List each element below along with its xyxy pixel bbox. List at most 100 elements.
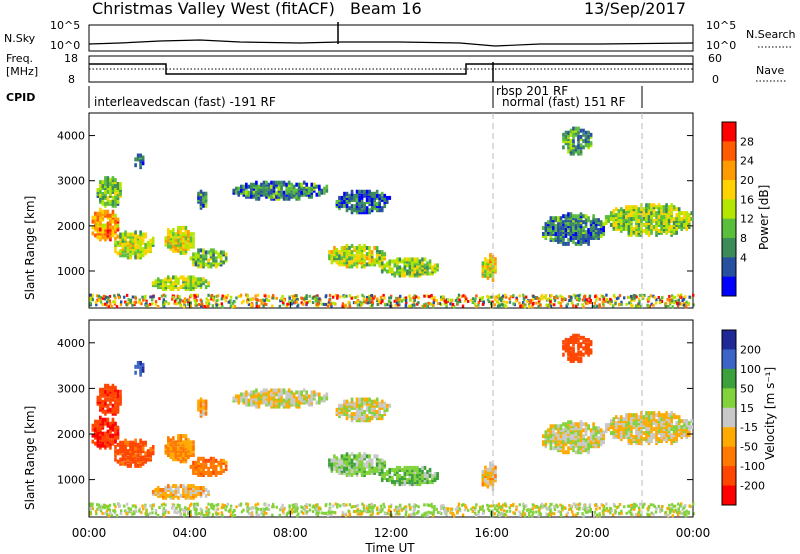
power-cell bbox=[177, 242, 180, 247]
power-cell bbox=[119, 238, 122, 243]
power-cell bbox=[184, 232, 188, 237]
power-cell bbox=[481, 265, 485, 270]
velocity-cell bbox=[129, 463, 132, 468]
velocity-cell bbox=[368, 416, 371, 421]
power-ground-cell bbox=[113, 300, 117, 304]
power-cell bbox=[431, 269, 434, 274]
velocity-cell bbox=[114, 399, 117, 404]
velocity-cell bbox=[262, 392, 266, 397]
velocity-data-marks bbox=[89, 333, 695, 518]
date-label: 13/Sep/2017 bbox=[584, 0, 686, 18]
velocity-cell bbox=[184, 452, 188, 457]
velocity-cell bbox=[151, 489, 155, 494]
beam-label: Beam 16 bbox=[350, 0, 422, 18]
power-ground-cell bbox=[413, 294, 416, 298]
power-ground-cell bbox=[360, 303, 364, 307]
power-cell bbox=[172, 238, 175, 243]
power-ground-cell bbox=[463, 299, 467, 303]
velocity-cell bbox=[368, 418, 371, 423]
power-ground-cell bbox=[389, 296, 393, 300]
velocity-cell bbox=[232, 398, 236, 403]
power-cell bbox=[380, 258, 384, 263]
velocity-cell bbox=[182, 448, 185, 453]
velocity-cell bbox=[375, 401, 379, 406]
velocity-cell bbox=[650, 437, 653, 442]
power-cell bbox=[360, 260, 364, 265]
velocity-cell bbox=[323, 394, 326, 399]
velocity-cell bbox=[292, 394, 296, 399]
power-ground-cell bbox=[441, 295, 445, 299]
power-cell bbox=[406, 257, 409, 262]
velocity-cell bbox=[177, 436, 180, 441]
power-cell bbox=[151, 236, 155, 241]
velocity-cell bbox=[109, 433, 112, 438]
power-cell bbox=[567, 137, 570, 142]
velocity-cell bbox=[275, 400, 278, 405]
velocity-cell bbox=[350, 412, 354, 417]
power-cell bbox=[378, 208, 382, 213]
velocity-cell bbox=[380, 460, 384, 465]
power-ground-cell bbox=[222, 296, 225, 300]
power-cell bbox=[657, 220, 661, 225]
power-cell bbox=[569, 212, 573, 217]
power-cell bbox=[345, 208, 349, 213]
velocity-cell bbox=[567, 344, 570, 349]
power-cell bbox=[124, 234, 127, 239]
power-ground-cell bbox=[320, 302, 324, 306]
power-cell bbox=[333, 254, 336, 259]
power-cell bbox=[433, 263, 437, 268]
power-cell bbox=[620, 207, 623, 212]
power-ground-cell bbox=[324, 303, 328, 307]
power-cell bbox=[426, 261, 429, 266]
power-cell bbox=[484, 273, 487, 278]
power-cell bbox=[345, 195, 349, 200]
velocity-ground-cell bbox=[316, 513, 320, 517]
velocity-ground-cell bbox=[648, 513, 651, 517]
velocity-cell bbox=[355, 405, 359, 410]
power-cell bbox=[116, 193, 120, 198]
power-cell bbox=[126, 249, 130, 254]
velocity-cell bbox=[174, 442, 178, 447]
velocity-cell bbox=[250, 400, 253, 405]
velocity-ground-cell bbox=[131, 504, 135, 508]
power-cell bbox=[436, 267, 439, 272]
power-cell bbox=[129, 236, 132, 241]
velocity-cell bbox=[177, 452, 180, 457]
power-cell bbox=[418, 265, 422, 270]
power-cell bbox=[360, 189, 364, 194]
power-cell bbox=[139, 253, 142, 258]
velocity-cell bbox=[207, 489, 210, 494]
power-data-marks bbox=[89, 126, 695, 309]
power-cell bbox=[360, 210, 364, 215]
power-cell bbox=[416, 271, 419, 276]
velocity-ground-cell bbox=[527, 511, 531, 515]
velocity-cell bbox=[368, 401, 371, 406]
power-cell bbox=[199, 258, 203, 263]
power-ground-cell bbox=[408, 304, 411, 308]
power-ground-cell bbox=[290, 300, 293, 304]
velocity-cell bbox=[111, 407, 115, 412]
power-cell bbox=[690, 211, 694, 216]
velocity-cell bbox=[677, 415, 681, 420]
velocity-cell bbox=[360, 462, 364, 467]
power-ground-cell bbox=[255, 304, 258, 308]
velocity-ground-cell bbox=[547, 507, 550, 511]
velocity-cell bbox=[172, 440, 175, 445]
velocity-ground-cell bbox=[604, 508, 607, 512]
power-ground-cell bbox=[295, 298, 298, 302]
power-cell bbox=[305, 182, 309, 187]
velocity-cell bbox=[388, 471, 392, 476]
power-cell bbox=[343, 195, 346, 200]
power-cell bbox=[124, 236, 127, 241]
velocity-cell bbox=[481, 469, 485, 474]
velocity-cell bbox=[307, 398, 311, 403]
power-cell bbox=[282, 194, 286, 199]
power-ground-cell bbox=[598, 303, 601, 307]
velocity-cell bbox=[383, 405, 387, 410]
power-cell bbox=[187, 232, 190, 237]
power-cell bbox=[491, 267, 495, 272]
power-cell bbox=[106, 221, 110, 226]
power-cell bbox=[413, 269, 417, 274]
power-cell bbox=[340, 252, 344, 257]
velocity-cell bbox=[139, 451, 142, 456]
